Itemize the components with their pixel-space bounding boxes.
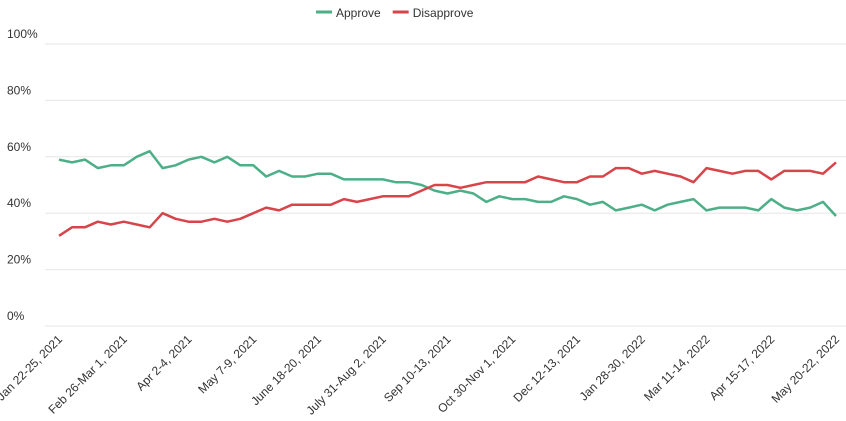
y-tick-label: 20% [7, 253, 31, 267]
legend-label: Disapprove [413, 6, 474, 20]
y-tick-label: 60% [7, 140, 31, 154]
y-tick-label: 80% [7, 83, 31, 97]
x-tick-label: May 20-22, 2022 [769, 332, 843, 406]
x-tick-label: Sep 10-13, 2021 [381, 332, 454, 405]
x-tick-label: Apr 2-4, 2021 [133, 332, 195, 394]
x-tick-label: Apr 15-17, 2022 [707, 332, 778, 403]
x-tick-label: Jan 28-30, 2022 [577, 332, 648, 403]
legend-label: Approve [336, 6, 381, 20]
x-tick-label: Jan 22-25, 2021 [0, 332, 65, 403]
x-tick-label: May 7-9, 2021 [195, 332, 259, 396]
line-series [58, 149, 837, 217]
legend: Approve Disapprove [316, 6, 474, 20]
line-series [58, 161, 837, 237]
y-tick-label: 100% [7, 27, 38, 41]
x-tick-label: Mar 11-14, 2022 [641, 332, 713, 404]
y-tick-label: 40% [7, 196, 31, 210]
x-tick-label: Dec 12-13, 2021 [510, 332, 583, 405]
y-tick-label: 0% [7, 309, 25, 323]
x-tick-label: June 18-20, 2021 [248, 332, 324, 408]
